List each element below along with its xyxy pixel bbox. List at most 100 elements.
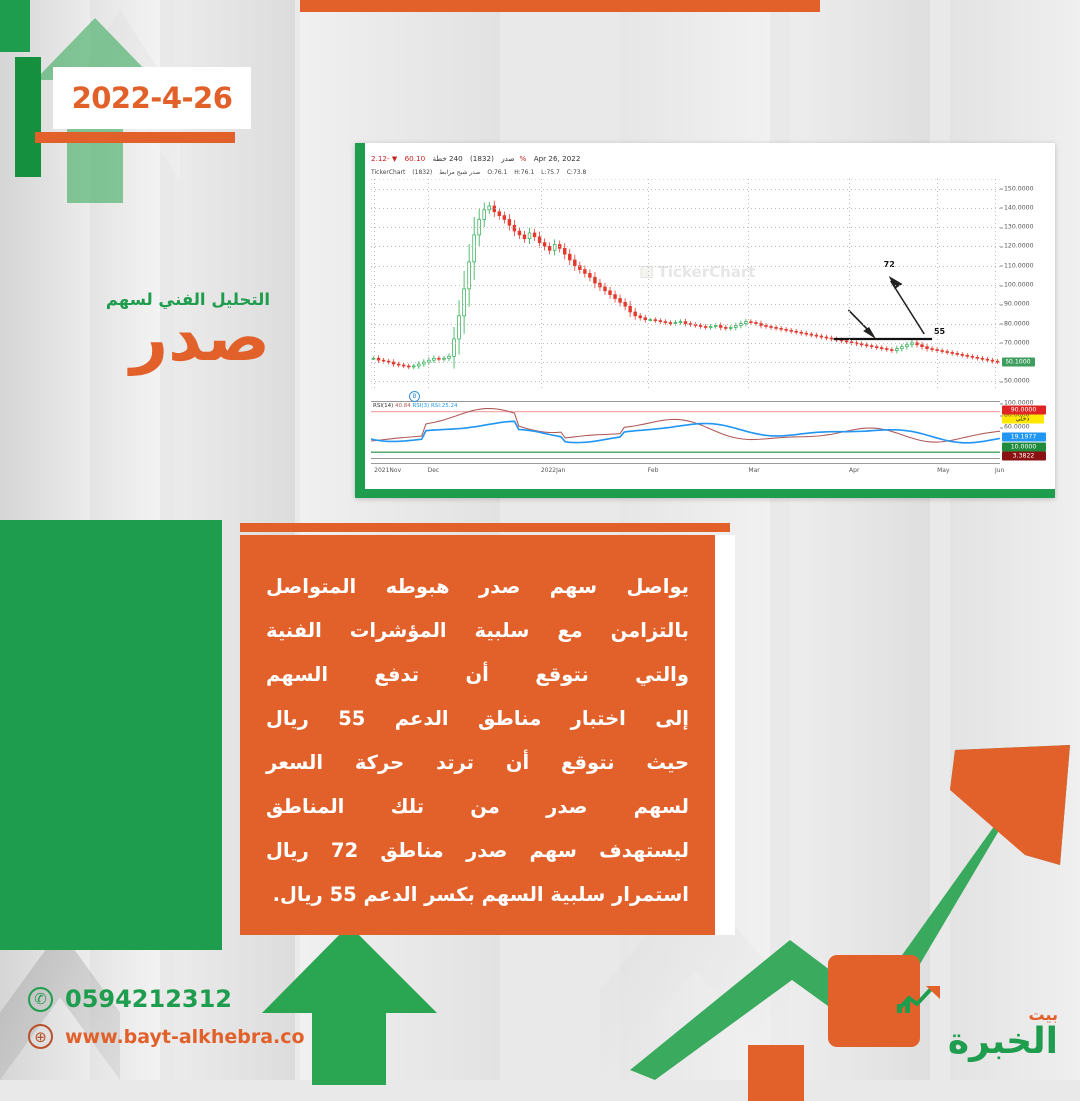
date-badge-card: 2022-4-26 xyxy=(53,67,251,129)
decorative-green-arrow-large xyxy=(630,745,1070,1080)
page-title: التحليل الفني لسهم صدر xyxy=(30,290,270,370)
chart-high: H:76.1 xyxy=(514,169,535,176)
date-badge-underline xyxy=(35,132,235,143)
price-y-tick: 140.0000 xyxy=(1000,204,1034,212)
whatsapp-icon: ✆ xyxy=(28,986,53,1012)
brand-logo: بيت الخبرة xyxy=(896,986,1058,1060)
analysis-line: لسهم صدر من تلك المناطق xyxy=(266,795,689,818)
globe-icon: ⊕ xyxy=(28,1024,53,1049)
indicator-label-1: RSI(14) xyxy=(373,403,394,409)
indicator-level-badge: 3.3822 xyxy=(1002,451,1046,461)
price-y-tick: 80.0000 xyxy=(1000,320,1030,328)
analysis-text-panel: يواصل سهم صدر هبوطه المتواصل بالتزامن مع سلبية ا… xyxy=(240,535,715,935)
rsi-plot-area[interactable] xyxy=(370,401,1001,459)
chart-interval: 240 خطة xyxy=(432,154,463,163)
footer-phone-row[interactable]: ✆ 0594212312 xyxy=(28,985,305,1013)
price-y-tick: 110.0000 xyxy=(1000,262,1034,270)
indicator-value-1: 40.84 xyxy=(394,403,411,409)
x-axis-tick: 2022Jan xyxy=(540,467,566,474)
indicator-y-tick: 100.0000 xyxy=(1000,399,1034,407)
price-plot-area[interactable]: TickerChart 55 72 xyxy=(371,179,1000,391)
website-text: www.bayt-alkhebra.co xyxy=(65,1025,305,1048)
logo-text-top: بيت xyxy=(1028,1005,1058,1024)
indicator-level-badge: 19.1977 xyxy=(1002,432,1046,442)
current-price-badge: 60.1000 xyxy=(1002,357,1035,367)
price-y-tick: 90.0000 xyxy=(1000,300,1030,308)
chart-annotations xyxy=(833,276,933,341)
analysis-line: بالتزامن مع سلبية المؤشرات الفنية xyxy=(266,619,689,642)
page-subtitle-text: التحليل الفني لسهم xyxy=(105,290,270,309)
analysis-line: حيث نتوقع أن ترتد حركة السعر xyxy=(266,751,689,774)
down-arrow-icon: ▼ xyxy=(391,155,398,163)
chart-card: صدر (1832) 240 خطة 60.10 ▼ -2.12% Apr 26… xyxy=(355,143,1055,498)
footer-contact: ✆ 0594212312 ⊕ www.bayt-alkhebra.co xyxy=(28,985,305,1060)
chart-accent-bottom xyxy=(355,489,1055,498)
target-label: 72 xyxy=(883,259,895,269)
x-axis-tick: 2021Nov xyxy=(374,467,402,474)
logo-text: بيت الخبرة xyxy=(948,1007,1058,1060)
chart-date: Apr 26, 2022 xyxy=(533,154,581,163)
chart-symbol-ar: صدر xyxy=(501,154,515,163)
support-label: 55 xyxy=(933,327,946,337)
chart-close: C:73.8 xyxy=(566,169,587,176)
analysis-line: ليستهدف سهم صدر مناطق 72 ريال xyxy=(266,839,689,862)
stock-name-text: صدر xyxy=(130,299,270,376)
chart-header-ohlc: TickerChart صدر شبح مرابط (1832) O:76.1 … xyxy=(371,169,591,176)
decorative-green-arrow-up xyxy=(262,925,437,1085)
decorative-green-block xyxy=(0,520,222,950)
analysis-line: يواصل سهم صدر هبوطه المتواصل xyxy=(266,575,689,598)
chart-low: L:75.7 xyxy=(541,169,560,176)
indicator-level-badge: 90.0000 xyxy=(1002,405,1046,415)
growth-arrow-icon xyxy=(896,986,940,1013)
x-axis-tick: May xyxy=(937,467,950,474)
rsi-series xyxy=(370,407,1001,453)
price-y-tick: 100.0000 xyxy=(1000,281,1034,289)
indicator-y-tick: 80.0000 xyxy=(1000,411,1030,419)
x-axis-tick: Dec xyxy=(427,467,440,474)
decorative-green-square-top xyxy=(0,0,30,52)
price-y-tick: 50.0000 xyxy=(1000,377,1030,385)
analysis-line: استمرار سلبية السهم بكسر الدعم 55 ريال. xyxy=(272,883,689,906)
indicator-y-axis: 100.0000 80.0000 60.0000 90.0000 19.1977 10.0… xyxy=(1000,399,1055,461)
indicator-y-tick: 60.0000 xyxy=(1000,423,1030,431)
decorative-orange-top-bar xyxy=(300,0,820,12)
phone-number-text: 0594212312 xyxy=(65,985,232,1013)
chart-code2: (1832) xyxy=(412,169,433,176)
chart-x-axis: 2021Nov Dec 2022Jan Feb Mar Apr May Jun xyxy=(371,463,1004,479)
x-axis-tick: Apr xyxy=(849,467,860,474)
indicator-label-2: RSI(3) xyxy=(412,403,430,409)
chart-header-quote: صدر (1832) 240 خطة 60.10 ▼ -2.12% Apr 26… xyxy=(371,154,585,163)
indicator-badge-icon: B xyxy=(409,391,420,402)
x-axis-tick: Jun xyxy=(994,467,1005,474)
analysis-line: والتي نتوقع أن تدفع السهم xyxy=(266,663,689,686)
rsi-line xyxy=(370,420,1001,444)
chart-symbol-code: (1832) xyxy=(469,154,494,163)
footer-website-row[interactable]: ⊕ www.bayt-alkhebra.co xyxy=(28,1024,305,1049)
indicator-value-2: RSI:25.24 xyxy=(430,403,458,409)
indicator-level-badge: 10.0000 xyxy=(1002,442,1046,452)
price-y-tick: 150.0000 xyxy=(1000,185,1034,193)
x-axis-tick: Feb xyxy=(647,467,659,474)
chart-open: O:76.1 xyxy=(487,169,508,176)
panel-side-stub xyxy=(715,535,735,935)
date-text: 2022-4-26 xyxy=(71,81,233,115)
price-y-tick: 120.0000 xyxy=(1000,242,1034,250)
chart-inner: صدر (1832) 240 خطة 60.10 ▼ -2.12% Apr 26… xyxy=(365,143,1055,489)
decorative-orange-square-small xyxy=(748,1045,804,1101)
chart-brand: TickerChart xyxy=(371,169,406,176)
price-y-axis: 150.0000 140.0000 130.0000 120.0000 110.0000… xyxy=(1000,179,1055,424)
date-badge-accent xyxy=(15,57,41,177)
rsi-line xyxy=(370,407,1001,443)
price-y-tick: 70.0000 xyxy=(1000,339,1030,347)
yellow-level-badge: دخلي xyxy=(1002,414,1044,424)
price-y-tick: 130.0000 xyxy=(1000,223,1034,231)
chart-change-pct: -2.12% xyxy=(371,154,527,163)
indicator-header: RSI(14) 40.84 RSI(3) RSI:25.24 xyxy=(373,403,458,409)
candlestick-series xyxy=(371,200,1000,370)
chart-desc-ar: صدر شبح مرابط xyxy=(439,169,481,176)
panel-top-accent xyxy=(240,523,730,532)
chart-last-price: 60.10 xyxy=(404,154,426,163)
analysis-line: إلى اختبار مناطق الدعم 55 ريال xyxy=(266,707,689,730)
logo-text-main: الخبرة xyxy=(947,1021,1058,1062)
chart-accent-left xyxy=(355,143,365,498)
